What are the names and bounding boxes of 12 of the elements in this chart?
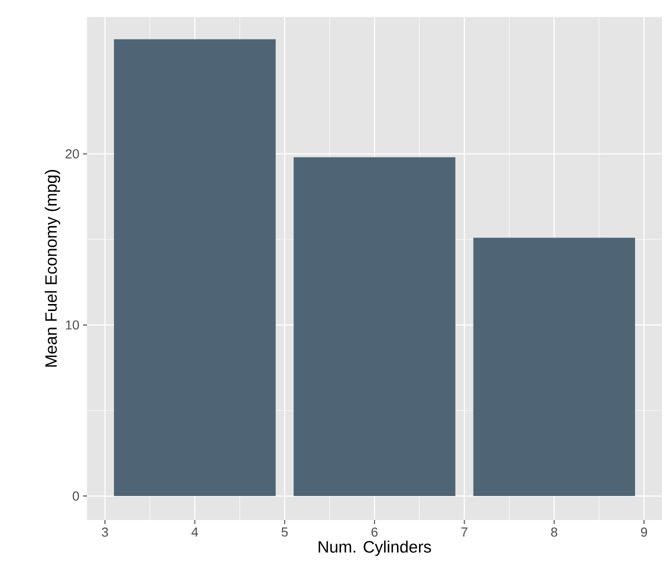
x-tick-label: 8	[551, 528, 558, 537]
x-tick-label: 3	[102, 528, 108, 537]
x-tick-label: 4	[192, 528, 198, 536]
x-tick-label: 7	[461, 528, 468, 536]
y-axis-title: Mean Fuel Economy (mpg)	[44, 170, 60, 367]
x-tick-label: 5	[282, 528, 288, 537]
y-tick-label: 10	[66, 320, 79, 330]
x-tick-label: 9	[641, 528, 648, 537]
y-tick-label: 20	[66, 149, 79, 158]
x-axis-title: Num. Cylinders	[318, 540, 432, 556]
x-tick-label: 6	[372, 528, 378, 537]
y-tick-label: 0	[72, 491, 79, 501]
